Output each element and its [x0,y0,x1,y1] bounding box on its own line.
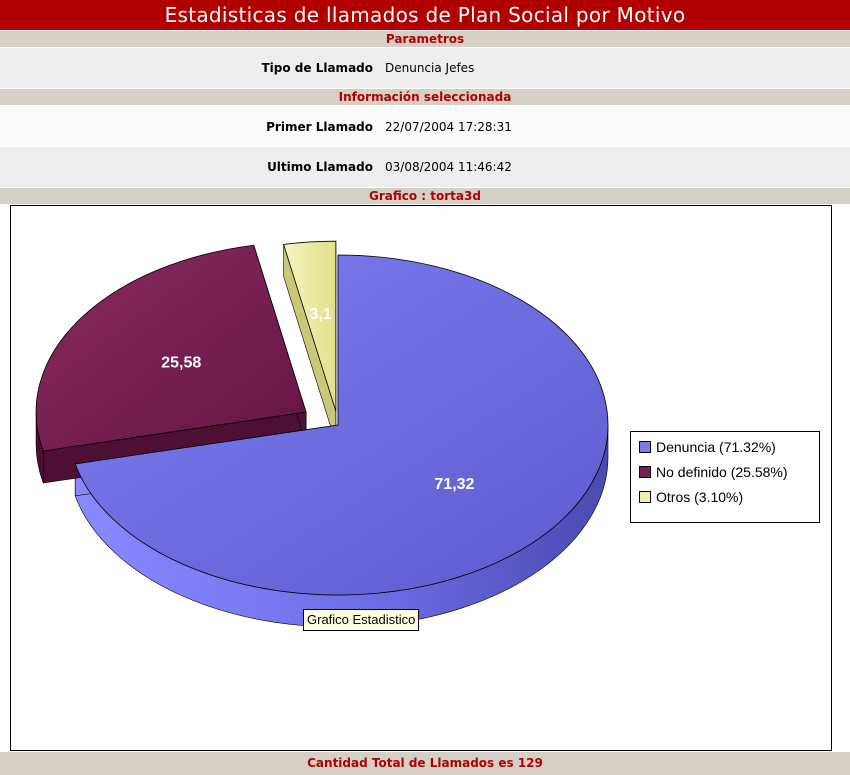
chart-tooltip: Grafico Estadistico [303,609,420,631]
ultimo-llamado-label: Ultimo Llamado [267,160,373,174]
primer-llamado-row: Primer Llamado 22/07/2004 17:28:31 [0,106,850,146]
chart-legend: Denuncia (71.32%) No definido (25.58%) O… [630,431,820,523]
legend-item-no-definido: No definido (25.58%) [639,463,819,488]
legend-swatch-otros [639,491,651,503]
tipo-llamado-row: Tipo de Llamado Denuncia Jefes [0,48,850,88]
legend-label-otros: Otros (3.10%) [656,489,744,505]
pie-slice-otros [283,240,337,412]
primer-llamado-value: 22/07/2004 17:28:31 [385,120,512,134]
data-label-no-definido: 25,58 [161,354,201,371]
page-title: Estadisticas de llamados de Plan Social … [0,0,850,30]
ultimo-llamado-row: Ultimo Llamado 03/08/2004 11:46:42 [0,147,850,187]
informacion-header: Información seleccionada [0,89,850,105]
legend-item-otros: Otros (3.10%) [639,488,819,513]
legend-label-denuncia: Denuncia (71.32%) [656,439,776,455]
tipo-llamado-label: Tipo de Llamado [261,61,373,75]
data-label-otros: 3,1 [310,306,332,323]
legend-swatch-denuncia [639,441,651,453]
tipo-llamado-value: Denuncia Jefes [385,61,475,75]
primer-llamado-label: Primer Llamado [266,120,373,134]
total-llamados: Cantidad Total de Llamados es 129 [0,752,850,775]
pie-slice-denuncia [74,254,609,596]
pie-slice-no-definido [35,244,307,452]
grafico-header: Grafico : torta3d [0,188,850,204]
ultimo-llamado-value: 03/08/2004 11:46:42 [385,160,512,174]
parametros-header: Parametros [0,31,850,47]
legend-label-no-definido: No definido (25.58%) [656,464,788,480]
legend-item-denuncia: Denuncia (71.32%) [639,438,819,463]
data-label-denuncia: 71,32 [434,476,474,493]
legend-swatch-no-definido [639,466,651,478]
